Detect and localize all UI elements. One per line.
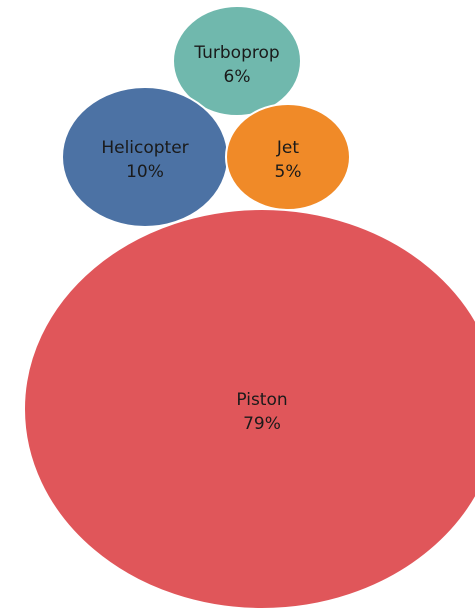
bubble-helicopter: Helicopter 10% bbox=[61, 86, 229, 228]
bubble-turboprop-value: 6% bbox=[224, 67, 251, 87]
bubble-jet: Jet 5% bbox=[225, 103, 351, 211]
bubble-piston: Piston 79% bbox=[23, 208, 475, 608]
bubble-piston-name: Piston bbox=[236, 390, 287, 410]
bubble-turboprop-circle bbox=[172, 5, 302, 117]
bubble-jet-name: Jet bbox=[276, 138, 299, 158]
bubble-jet-value: 5% bbox=[275, 162, 302, 182]
bubble-piston-value: 79% bbox=[243, 414, 281, 434]
bubble-helicopter-name: Helicopter bbox=[101, 138, 188, 158]
bubble-turboprop-name: Turboprop bbox=[193, 43, 279, 63]
bubble-piston-circle bbox=[23, 208, 475, 608]
bubble-helicopter-value: 10% bbox=[126, 162, 164, 182]
bubble-turboprop: Turboprop 6% bbox=[172, 5, 302, 117]
